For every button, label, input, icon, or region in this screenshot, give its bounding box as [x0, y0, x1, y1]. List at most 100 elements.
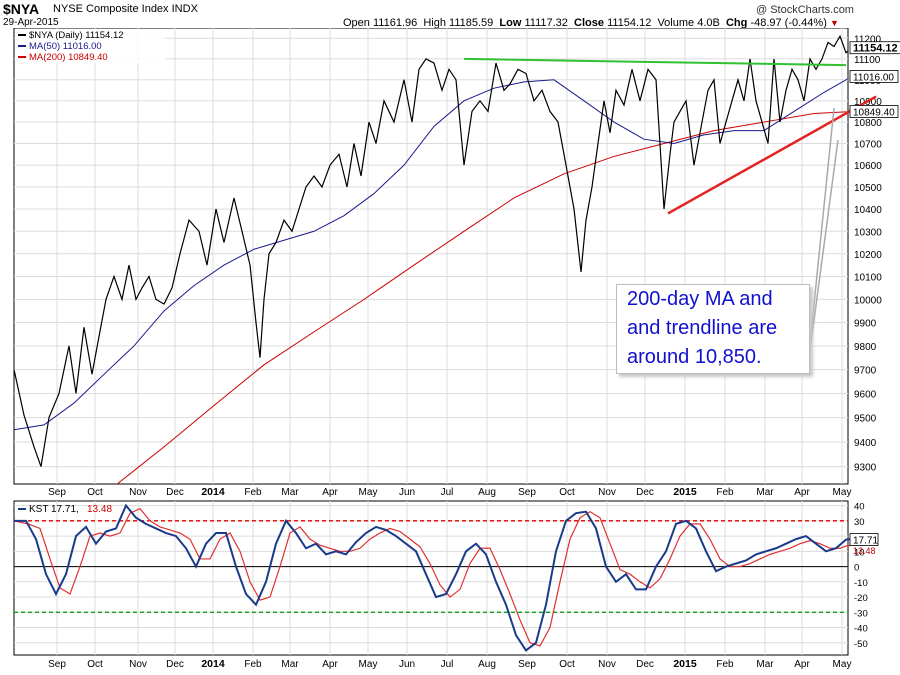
- price-x-tick-sep: Sep: [48, 487, 66, 498]
- kst-x-tick-nov: Nov: [129, 659, 147, 670]
- kst-y-tick-label: -50: [854, 639, 868, 650]
- kst-legend-value: 17.71,: [51, 504, 79, 515]
- price-y-tick-label: 9400: [854, 438, 877, 449]
- price-x-tick-aug: Aug: [478, 487, 496, 498]
- price-plot-area: [13, 28, 849, 485]
- annotation-line-2: and trendline are: [627, 317, 778, 339]
- kst-x-tick-dec: Dec: [636, 659, 654, 670]
- kst-x-tick-jun: Jun: [399, 659, 415, 670]
- price-x-tick-may: May: [359, 487, 378, 498]
- price-x-tick-mar: Mar: [756, 487, 774, 498]
- price-y-tick-label: 9500: [854, 414, 877, 425]
- chart-header: $NYA NYSE Composite Index INDX 29-Apr-20…: [0, 0, 900, 29]
- price-x-tick-nov: Nov: [129, 487, 147, 498]
- kst-y-tick-label: -10: [854, 578, 868, 589]
- price-y-tick-label: 10800: [854, 118, 882, 129]
- ticker-symbol: $NYA: [3, 1, 40, 17]
- down-arrow-icon: ▼: [829, 18, 839, 28]
- kst-x-tick-jul: Jul: [441, 659, 454, 670]
- kst-x-tick-aug: Aug: [478, 659, 496, 670]
- price-y-tick-label: 10700: [854, 139, 882, 150]
- price-x-tick-jun: Jun: [399, 487, 415, 498]
- chart-date: 29-Apr-2015: [3, 17, 59, 28]
- price-x-tick-feb: Feb: [244, 487, 262, 498]
- price-x-tick-apr: Apr: [794, 487, 810, 498]
- kst-line: [14, 503, 853, 652]
- price-x-tick-may: May: [833, 487, 852, 498]
- price-chart: 9300 9400 9500 9600 9700 9800 9900 10000 10100 10…: [13, 28, 900, 498]
- kst-x-tick-2015: 2015: [673, 658, 697, 670]
- price-x-tick-nov: Nov: [598, 487, 616, 498]
- kst-value-box: [849, 533, 879, 546]
- kst-value-label: 17.71: [853, 536, 878, 547]
- price-legend-ma200-line: MA(200) 10849.40: [29, 52, 108, 63]
- kst-y-tick-label: 10: [854, 547, 865, 558]
- price-y-tick-label: 11200: [854, 34, 882, 45]
- annotation-pointer-trendline: [806, 107, 835, 374]
- kst-x-tick-nov: Nov: [598, 659, 616, 670]
- kst-x-tick-feb: Feb: [244, 659, 262, 670]
- price-y-tick-label: 10500: [854, 183, 882, 194]
- kst-legend-label: KST: [29, 504, 48, 515]
- price-x-tick-feb: Feb: [716, 487, 734, 498]
- price-y-tick-label: 10100: [854, 272, 882, 283]
- price-legend-bg: [15, 29, 165, 63]
- kst-x-tick-oct: Oct: [559, 659, 575, 670]
- price-y-tick-label: 9600: [854, 389, 877, 400]
- kst-x-tick-mar: Mar: [756, 659, 774, 670]
- price-y-tick-label: 10600: [854, 161, 882, 172]
- kst-x-tick-mar: Mar: [281, 659, 299, 670]
- ma200-line: [116, 111, 848, 484]
- price-y-tick-label: 10200: [854, 250, 882, 261]
- price-label-box: [849, 70, 899, 83]
- price-x-tick-dec: Dec: [166, 487, 184, 498]
- kst-plot-area: [13, 500, 849, 656]
- price-series-line: [14, 34, 848, 467]
- kst-x-tick-oct: Oct: [87, 659, 103, 670]
- kst-y-tick-label: 40: [854, 502, 865, 513]
- price-y-tick-label: 10400: [854, 205, 882, 216]
- kst-y-tick-label: 0: [854, 563, 859, 574]
- price-x-tick-apr: Apr: [322, 487, 338, 498]
- kst-x-tick-may: May: [833, 659, 852, 670]
- price-y-tick-label: 9900: [854, 319, 877, 330]
- annotation-pointer-ma200: [806, 139, 839, 374]
- price-label-0: 11154.12: [853, 43, 898, 55]
- price-x-tick-2014: 2014: [201, 486, 225, 498]
- price-y-tick-label: 9700: [854, 366, 877, 377]
- price-y-tick-label: 9800: [854, 342, 877, 353]
- price-label-box: [849, 105, 899, 118]
- annotation-line-3: around 10,850.: [627, 346, 762, 368]
- price-x-tick-sep: Sep: [518, 487, 536, 498]
- price-x-tick-2015: 2015: [673, 486, 697, 498]
- kst-signal-line: [13, 507, 853, 647]
- price-legend-price-series-line: $NYA (Daily) 11154.12: [29, 30, 124, 41]
- support-trendline: [667, 95, 877, 215]
- price-x-tick-oct: Oct: [87, 487, 103, 498]
- kst-y-tick-label: -30: [854, 608, 868, 619]
- price-label-2: 10849.40: [853, 108, 895, 119]
- kst-x-tick-feb: Feb: [716, 659, 734, 670]
- price-y-tick-label: 9300: [854, 463, 877, 474]
- price-y-tick-label: 11100: [854, 55, 881, 66]
- kst-y-tick-label: -20: [854, 593, 868, 604]
- kst-x-tick-apr: Apr: [794, 659, 810, 670]
- kst-legend-signal: 13.48: [87, 504, 112, 515]
- kst-x-tick-apr: Apr: [322, 659, 338, 670]
- price-label-box: [849, 41, 900, 55]
- price-x-tick-jul: Jul: [441, 487, 454, 498]
- kst-x-tick-dec: Dec: [166, 659, 184, 670]
- annotation-callout: 200-day MA and and trendline are around …: [616, 284, 810, 374]
- price-y-tick-label: 10000: [854, 295, 882, 306]
- kst-signal-value-label: 13.48: [853, 546, 876, 556]
- kst-y-tick-label: 30: [854, 517, 865, 528]
- price-x-tick-dec: Dec: [636, 487, 654, 498]
- kst-x-tick-2014: 2014: [201, 658, 225, 670]
- index-name: NYSE Composite Index INDX: [53, 3, 198, 15]
- price-x-tick-mar: Mar: [281, 487, 299, 498]
- kst-x-tick-sep: Sep: [48, 659, 66, 670]
- kst-x-tick-sep: Sep: [518, 659, 536, 670]
- annotation-line-1: 200-day MA and: [627, 288, 773, 310]
- ohlc-readout: Open 11161.96 High 11185.59 Low 11117.32…: [343, 17, 839, 29]
- price-legend-ma50-line: MA(50) 11016.00: [29, 41, 102, 52]
